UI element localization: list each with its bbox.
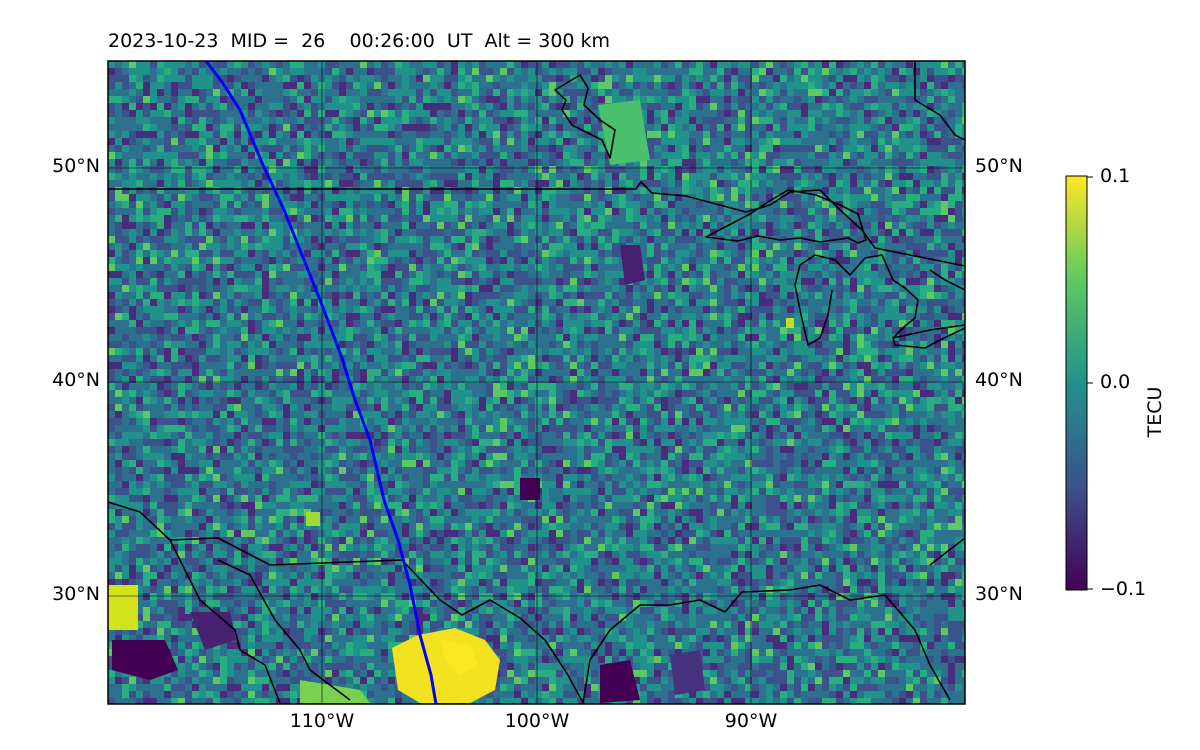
lat-label-left-30: 30°N	[52, 583, 100, 605]
lake-winnipeg	[554, 74, 616, 159]
lake-superior	[705, 189, 867, 244]
tec-map-panel	[108, 61, 965, 704]
coastlines-borders	[108, 61, 965, 704]
colorbar	[1065, 175, 1093, 591]
lon-label-110w: 110°W	[289, 710, 355, 732]
lat-label-left-40: 40°N	[52, 369, 100, 391]
graticule	[108, 61, 965, 704]
satellite-track	[204, 61, 438, 704]
lon-label-90w: 90°W	[724, 710, 778, 732]
lat-label-left-50: 50°N	[52, 155, 100, 177]
lon-label-100w: 100°W	[504, 710, 570, 732]
lat-label-right-30: 30°N	[975, 583, 1023, 605]
us-canada-border	[108, 181, 965, 267]
lat-label-right-40: 40°N	[975, 369, 1023, 391]
colorbar-gradient	[1065, 175, 1088, 591]
tec-enhancement-patches	[108, 100, 794, 703]
map-title: 2023-10-23 MID = 26 00:26:00 UT Alt = 30…	[108, 30, 611, 52]
colorbar-tick-max: 0.1	[1100, 165, 1131, 187]
hudson-bay-coast	[914, 61, 965, 141]
colorbar-label: TECU	[1144, 386, 1166, 438]
gulf-coast	[582, 537, 965, 704]
lake-erie-ontario	[892, 269, 965, 339]
colorbar-tick-min: −0.1	[1100, 578, 1147, 600]
map-frame	[107, 60, 966, 705]
lat-label-right-50: 50°N	[975, 155, 1023, 177]
colorbar-tick-zero: 0.0	[1100, 371, 1131, 393]
tec-pixel-field	[108, 61, 965, 704]
lake-michigan-huron	[794, 254, 965, 349]
baja-gulf-coast	[169, 539, 351, 704]
